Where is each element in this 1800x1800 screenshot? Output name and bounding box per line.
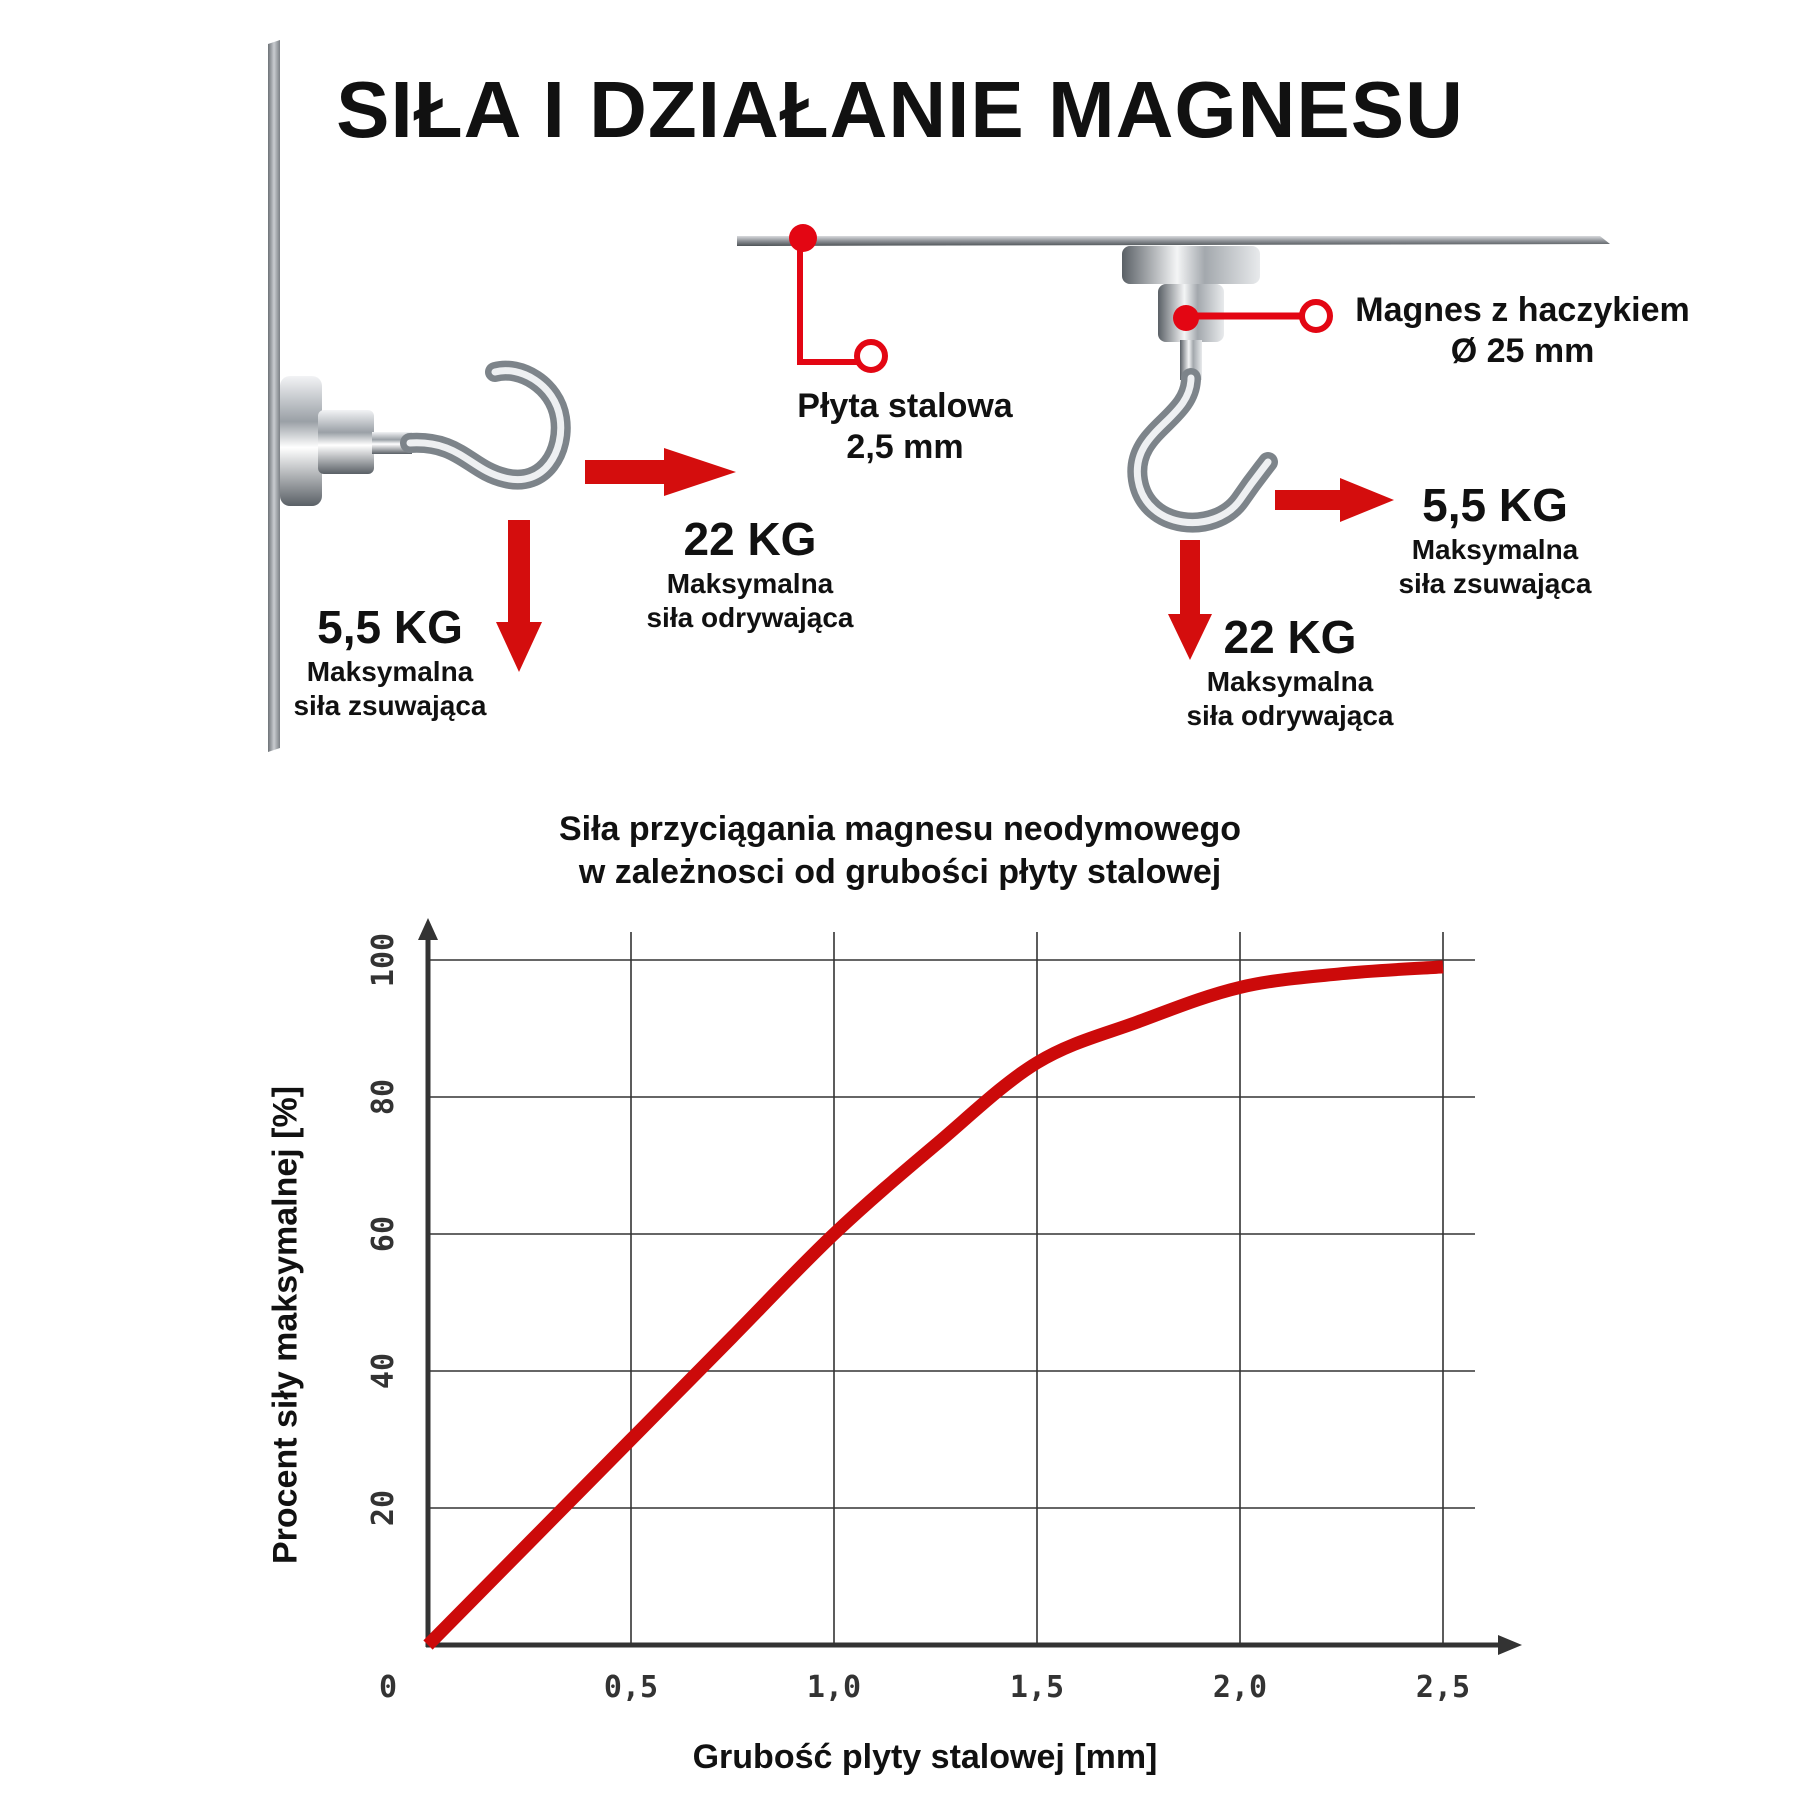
y-axis-title-text: Procent siły maksymalnej [%] [266,1085,305,1565]
chart-grid [428,932,1475,1645]
wall-slide-label: 5,5 KG Maksymalna siła zsuwająca [240,600,540,722]
wall-slide-value: 5,5 KG [317,601,463,653]
wall-pull-text-2: siła odrywająca [646,601,854,633]
y-axis-arrow-icon [418,918,438,940]
x-axis-arrow-icon [1498,1635,1522,1655]
vertical-steel-plate [268,40,280,752]
magnet-callout [1173,299,1333,333]
x-tick-label: 1,0 [807,1670,861,1705]
page-title: SIŁA I DZIAŁANIE MAGNESU [336,65,1464,154]
ceiling-pull-label: 22 KG Maksymalna siła odrywająca [1135,610,1445,732]
y-tick-label: 100 [366,933,401,987]
x-tick-label: 0,5 [604,1670,658,1705]
ceiling-pull-text-2: siła odrywająca [1186,699,1394,731]
line-chart: 0 0,5 1,0 1,5 2,0 2,5 20 40 60 80 100 [366,918,1522,1705]
wall-pull-text-1: Maksymalna [666,568,834,600]
ceiling-pull-arrow-icon [1168,540,1212,660]
x-tick-label: 0 [379,1670,397,1705]
magnet-label: Magnes z haczykiem Ø 25 mm [1340,290,1705,372]
ceiling-slide-value: 5,5 KG [1422,479,1568,531]
ceiling-slide-text-1: Maksymalna [1411,534,1579,566]
ceiling-slide-label: 5,5 KG Maksymalna siła zsuwająca [1340,478,1650,600]
series-line [423,960,1444,1650]
plate-label-text-1: Płyta stalowa [797,387,1013,425]
x-tick-labels: 0 0,5 1,0 1,5 2,0 2,5 [379,1670,1470,1705]
illustration [268,40,1610,752]
x-tick-label: 2,0 [1213,1670,1267,1705]
ceiling-slide-text-2: siła zsuwająca [1398,567,1592,599]
y-tick-label: 80 [366,1079,401,1115]
wall-pull-value: 22 KG [683,513,817,565]
horizontal-steel-plate [737,236,1610,246]
x-tick-label: 1,5 [1010,1670,1064,1705]
ceiling-pull-value: 22 KG [1223,611,1357,663]
x-tick-label: 2,5 [1416,1670,1470,1705]
ceiling-pull-text-1: Maksymalna [1206,666,1374,698]
plate-label: Płyta stalowa 2,5 mm [750,386,1060,468]
y-tick-labels: 20 40 60 80 100 [366,933,401,1526]
magnet-label-text-2: Ø 25 mm [1450,331,1595,370]
wall-slide-arrow-icon [496,520,542,672]
wall-slide-text-2: siła zsuwająca [293,689,487,721]
wall-pull-arrow-icon [585,448,736,496]
chart-title: Siła przyciągania magnesu neodymowego w … [0,808,1800,893]
chart-series [423,960,1444,1650]
wall-magnet-hook [280,360,571,506]
plate-callout [789,224,888,373]
x-axis-title: Grubość plyty stalowej [mm] [692,1738,1158,1776]
y-tick-label: 60 [366,1216,401,1252]
chart-title-line-2: w zależnosci od grubości płyty stalowej [578,852,1222,891]
ceiling-magnet-hook [1122,246,1278,533]
wall-slide-text-1: Maksymalna [306,656,474,688]
y-tick-label: 20 [366,1490,401,1526]
plate-label-text-2: 2,5 mm [846,427,964,466]
chart-axes [418,918,1522,1655]
wall-pull-label: 22 KG Maksymalna siła odrywająca [600,512,900,634]
y-tick-label: 40 [366,1353,401,1389]
ceiling-slide-arrow-icon [1275,478,1394,522]
magnet-label-text-1: Magnes z haczykiem [1355,291,1690,329]
chart-title-line-1: Siła przyciągania magnesu neodymowego [558,810,1242,848]
